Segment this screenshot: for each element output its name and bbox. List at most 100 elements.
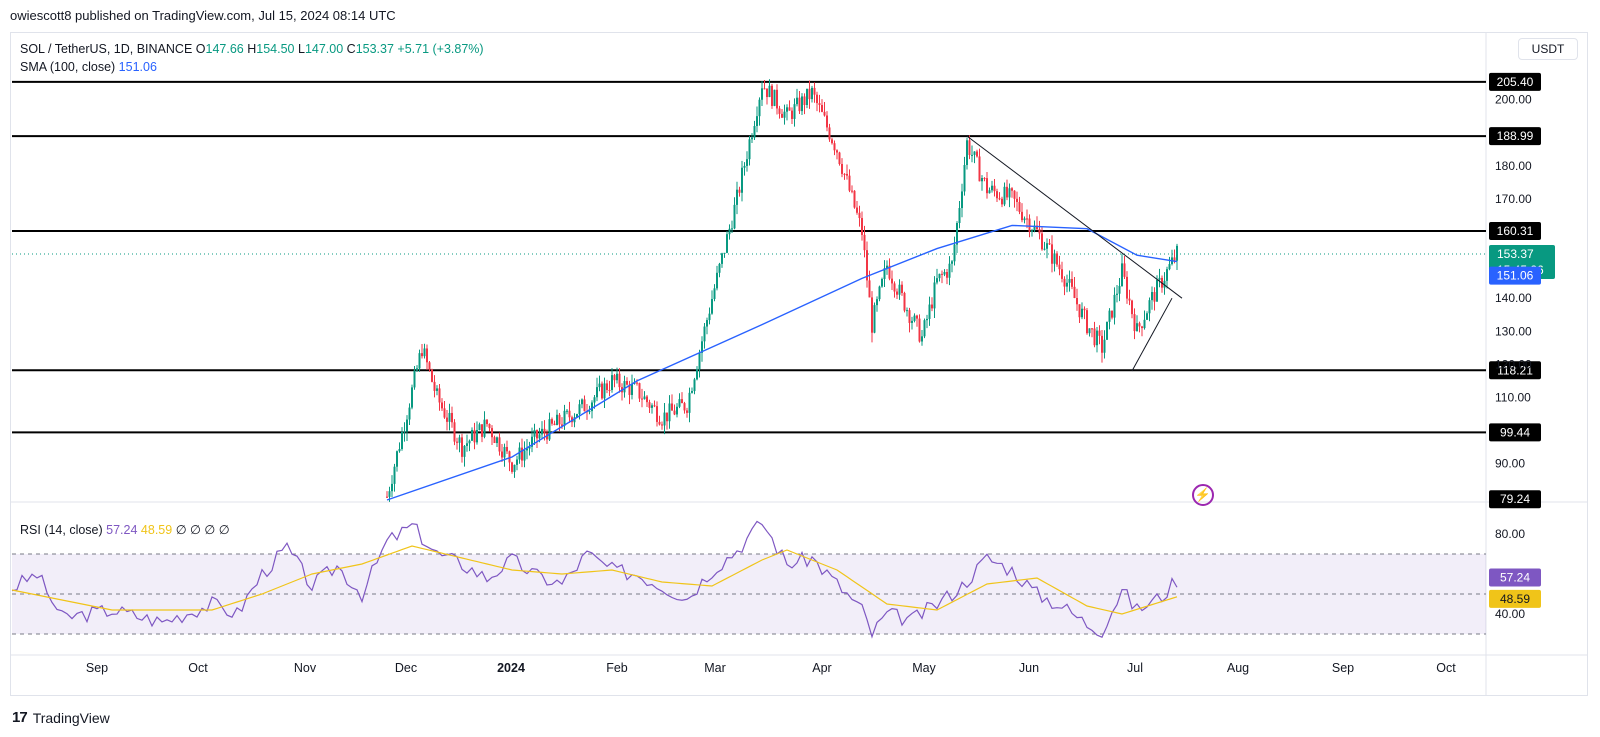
level-label: 205.40 <box>1497 75 1534 89</box>
candle-body <box>1138 323 1141 327</box>
price-tick-label: 200.00 <box>1495 93 1532 107</box>
candle-body <box>486 419 488 425</box>
candle-body <box>618 373 621 388</box>
candle-body <box>726 234 728 253</box>
time-tick-label: 2024 <box>497 661 525 675</box>
candle-body <box>1126 276 1128 299</box>
candle-body <box>593 397 596 403</box>
candle-body <box>1006 186 1008 198</box>
candle-body <box>538 434 541 439</box>
candle-body <box>416 368 418 371</box>
currency-button[interactable]: USDT <box>1518 38 1578 60</box>
candle-body <box>1031 230 1033 232</box>
candle-body <box>906 310 908 312</box>
sma-label: 151.06 <box>1497 269 1534 283</box>
candle-body <box>523 450 526 461</box>
candle-body <box>386 496 388 498</box>
candle-body <box>1131 300 1133 315</box>
candle-body <box>493 437 496 444</box>
candle-body <box>496 437 498 444</box>
candle-body <box>771 85 773 106</box>
time-tick-label: Mar <box>704 661 726 675</box>
candle-body <box>578 404 581 415</box>
candle-body <box>708 313 711 321</box>
candle-body <box>768 85 771 98</box>
candle-body <box>776 89 778 109</box>
candle-body <box>401 431 403 450</box>
last-price-label: 153.37 <box>1497 247 1534 261</box>
candle-body <box>426 348 428 363</box>
candle-body <box>1166 269 1168 281</box>
rsi-legend-label[interactable]: RSI (14, close) <box>20 523 103 537</box>
candle-body <box>491 428 493 438</box>
candle-body <box>583 399 586 412</box>
l-label: L <box>297 42 305 56</box>
level-label-bg <box>1489 361 1541 380</box>
candle-body <box>933 282 936 309</box>
candle-body <box>1016 198 1018 202</box>
sma-line <box>386 224 1178 501</box>
candle-body <box>598 383 601 388</box>
level-label-bg <box>1489 127 1541 146</box>
candle-body <box>908 310 911 323</box>
candle-body <box>668 403 671 422</box>
candle-body <box>923 320 926 337</box>
candle-body <box>698 352 701 370</box>
sma-legend-label[interactable]: SMA (100, close) <box>20 60 116 74</box>
candle-body <box>473 429 476 443</box>
candle-body <box>841 164 843 174</box>
candle-body <box>1078 304 1081 318</box>
candle-body <box>823 111 826 116</box>
candle-body <box>1086 310 1088 334</box>
symbol-pair[interactable]: SOL / TetherUS, 1D, BINANCE <box>20 42 193 56</box>
candle-body <box>808 88 811 100</box>
candle-body <box>833 143 836 151</box>
candle-body <box>811 87 813 100</box>
candle-body <box>1068 278 1071 283</box>
candle-body <box>1046 243 1048 249</box>
candle-body <box>1056 253 1058 265</box>
candle-body <box>1096 330 1098 346</box>
candle-body <box>681 399 683 404</box>
candle-body <box>686 410 688 413</box>
rsi-tick-label: 80.00 <box>1495 527 1525 541</box>
candle-body <box>746 159 748 166</box>
price-tick-label: 110.00 <box>1495 390 1531 404</box>
candle-body <box>468 440 471 444</box>
candle-body <box>436 388 438 391</box>
time-tick-label: Dec <box>395 661 417 675</box>
candle-body <box>798 97 801 112</box>
candle-body <box>628 384 631 395</box>
candle-body <box>533 430 536 437</box>
candle-body <box>663 412 666 426</box>
candle-body <box>836 150 838 153</box>
candle-body <box>503 446 506 458</box>
candle-body <box>1123 263 1126 277</box>
candle-body <box>883 268 886 280</box>
candle-body <box>1141 326 1143 329</box>
time-tick-label: Sep <box>86 661 108 675</box>
candle-body <box>888 265 891 279</box>
candle-body <box>853 190 856 208</box>
candle-body <box>741 167 743 193</box>
candle-body <box>756 116 758 127</box>
candle-body <box>928 304 931 319</box>
flash-icon[interactable]: ⚡ <box>1192 484 1214 506</box>
horizontal-levels: 205.40 188.99 160.31 118.21 99.44 79.24 153.37… <box>12 72 1555 509</box>
candle-body <box>856 207 858 213</box>
h-label: H <box>247 42 257 56</box>
candle-body <box>901 284 903 293</box>
candle-body <box>936 278 938 283</box>
close-value: 153.37 <box>355 42 394 56</box>
price-tick-label: 140.00 <box>1495 291 1532 305</box>
candle-body <box>591 402 593 412</box>
candle-body <box>953 244 956 262</box>
candle-body <box>1176 245 1178 261</box>
candle-body <box>536 430 538 439</box>
candle-body <box>1066 282 1068 287</box>
candle-body <box>446 417 448 422</box>
candle-body <box>846 173 848 176</box>
candle-body <box>483 419 486 437</box>
